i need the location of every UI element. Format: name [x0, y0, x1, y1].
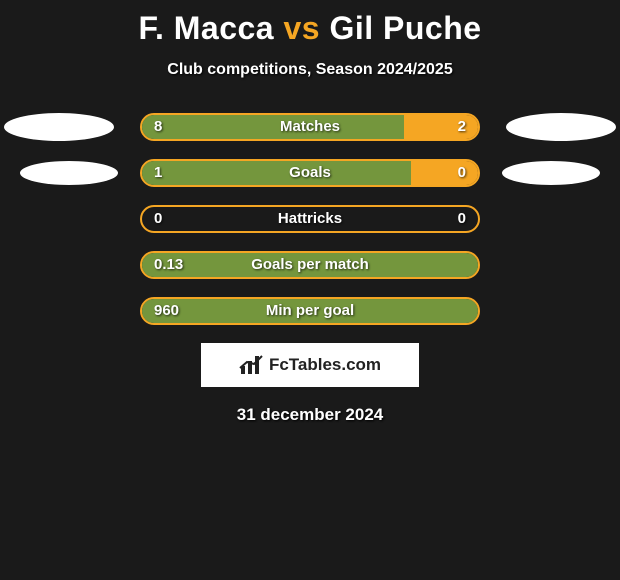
stat-row: 00Hattricks	[0, 205, 620, 233]
comparison-title: F. Macca vs Gil Puche	[0, 0, 620, 47]
date-label: 31 december 2024	[0, 405, 620, 425]
stat-label: Matches	[142, 115, 478, 141]
subtitle: Club competitions, Season 2024/2025	[0, 61, 620, 79]
player2-marker	[502, 161, 600, 185]
stat-bar: 82Matches	[140, 113, 480, 141]
stat-label: Min per goal	[142, 299, 478, 325]
stat-label: Hattricks	[142, 207, 478, 233]
stat-label: Goals	[142, 161, 478, 187]
player1-name: F. Macca	[138, 10, 274, 46]
stat-label: Goals per match	[142, 253, 478, 279]
stat-row: 0.13Goals per match	[0, 251, 620, 279]
stat-bar: 00Hattricks	[140, 205, 480, 233]
player2-marker	[506, 113, 616, 141]
stat-row: 960Min per goal	[0, 297, 620, 325]
player1-marker	[20, 161, 118, 185]
stat-bar: 960Min per goal	[140, 297, 480, 325]
chart-icon	[239, 354, 265, 376]
stat-row: 10Goals	[0, 159, 620, 187]
attribution-badge: FcTables.com	[201, 343, 419, 387]
stat-bar: 10Goals	[140, 159, 480, 187]
vs-label: vs	[283, 10, 320, 46]
stat-row: 82Matches	[0, 113, 620, 141]
player1-marker	[4, 113, 114, 141]
stat-rows-container: 82Matches 10Goals 00Hattricks 0.13Goals per…	[0, 113, 620, 325]
attribution-text: FcTables.com	[269, 355, 381, 375]
stat-bar: 0.13Goals per match	[140, 251, 480, 279]
player2-name: Gil Puche	[329, 10, 481, 46]
